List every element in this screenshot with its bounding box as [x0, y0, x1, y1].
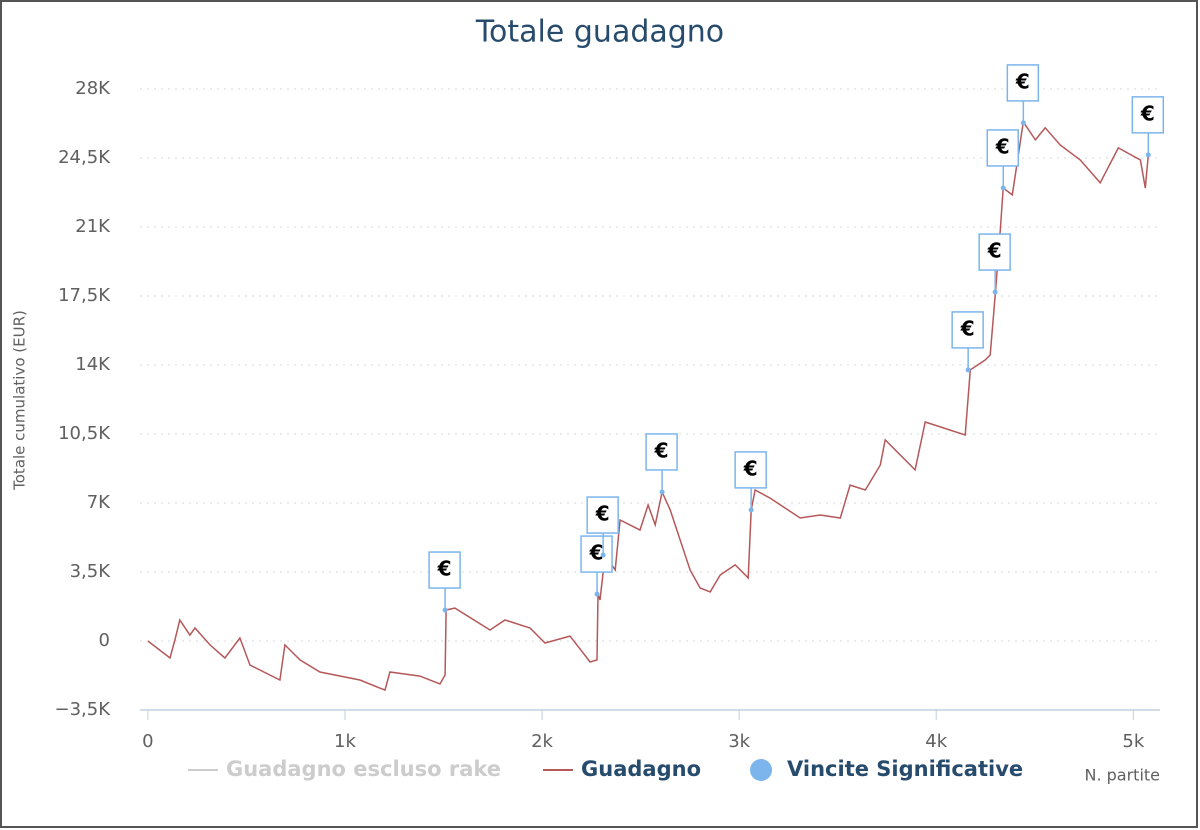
win-point — [442, 607, 448, 613]
flag-label: € — [995, 134, 1010, 158]
win-point — [600, 552, 606, 558]
y-tick-label: 24,5K — [58, 147, 111, 168]
x-tick-label: 4k — [925, 731, 947, 752]
legend-symbol — [750, 759, 773, 781]
y-tick-label: 17,5K — [58, 285, 111, 306]
win-point — [659, 489, 665, 495]
flag-label: € — [595, 502, 610, 526]
win-point — [965, 367, 971, 373]
win-point — [1000, 185, 1006, 191]
x-tick-label: 0 — [142, 731, 153, 752]
x-tick-label: 2k — [531, 731, 553, 752]
win-flag: € — [1006, 64, 1040, 126]
legend-label[interactable]: Vincite Significative — [787, 757, 1023, 781]
chart-title: Totale guadagno — [475, 15, 724, 50]
y-tick-label: 21K — [75, 216, 111, 237]
win-flag: € — [978, 233, 1011, 295]
win-point — [594, 591, 600, 597]
flag-box — [1131, 96, 1165, 134]
win-point — [1145, 152, 1151, 158]
legend-label[interactable]: Guadagno escluso rake — [226, 757, 501, 781]
flag-label: € — [1015, 69, 1030, 93]
win-flag: € — [986, 129, 1019, 191]
win-flag: € — [734, 451, 767, 513]
win-point — [992, 289, 998, 295]
flag-box — [978, 233, 1011, 271]
win-flag: € — [645, 433, 678, 495]
flag-label: € — [987, 239, 1002, 263]
y-tick-label: 28K — [75, 78, 111, 99]
y-tick-label: 0 — [99, 630, 110, 651]
flag-label: € — [960, 316, 975, 340]
flag-box — [734, 451, 767, 489]
x-axis-title: N. partite — [1084, 766, 1160, 785]
flag-box — [428, 551, 461, 589]
flag-box — [951, 311, 984, 349]
flag-label: € — [654, 438, 669, 462]
win-flag: € — [1131, 96, 1165, 158]
x-tick-label: 1k — [334, 731, 356, 752]
flag-box — [586, 496, 619, 534]
win-point — [748, 507, 754, 513]
y-tick-label: −3,5K — [54, 699, 111, 720]
win-flag: € — [580, 535, 613, 597]
x-tick-label: 5k — [1122, 731, 1144, 752]
flag-label: € — [589, 541, 604, 565]
y-tick-label: 14K — [75, 354, 111, 375]
win-flag: € — [428, 551, 461, 613]
win-flag: € — [586, 496, 619, 558]
flag-box — [986, 129, 1019, 167]
win-point — [1020, 120, 1026, 126]
win-flag: € — [951, 311, 984, 373]
flag-label: € — [743, 456, 758, 480]
flag-label: € — [437, 557, 452, 581]
y-tick-label: 7K — [87, 492, 111, 513]
y-tick-label: 3,5K — [70, 561, 112, 582]
flag-box — [580, 535, 613, 573]
y-axis-title: Totale cumulativo (EUR) — [11, 310, 29, 491]
y-tick-label: 10,5K — [58, 423, 111, 444]
flag-label: € — [1140, 101, 1155, 125]
x-tick-label: 3k — [728, 731, 750, 752]
legend-label[interactable]: Guadagno — [581, 757, 701, 781]
flag-box — [645, 433, 678, 471]
flag-box — [1006, 64, 1040, 102]
